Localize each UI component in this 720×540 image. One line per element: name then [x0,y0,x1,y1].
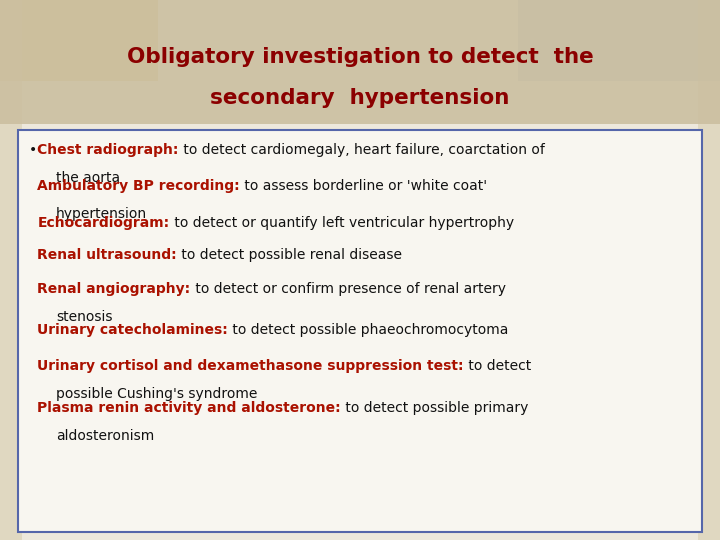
Text: to detect possible primary: to detect possible primary [341,401,528,415]
Text: hypertension: hypertension [56,207,148,221]
FancyBboxPatch shape [698,0,720,540]
Text: Renal angiography:: Renal angiography: [37,282,191,296]
Text: Renal ultrasound:: Renal ultrasound: [37,248,177,262]
Text: to detect or quantify left ventricular hypertrophy: to detect or quantify left ventricular h… [170,216,513,230]
Text: to detect or confirm presence of renal artery: to detect or confirm presence of renal a… [191,282,505,296]
Text: to detect cardiomegaly, heart failure, coarctation of: to detect cardiomegaly, heart failure, c… [179,143,545,157]
Text: Plasma renin activity and aldosterone:: Plasma renin activity and aldosterone: [37,401,341,415]
Text: Ambulatory BP recording:: Ambulatory BP recording: [37,179,240,193]
Text: Obligatory investigation to detect  the: Obligatory investigation to detect the [127,46,593,67]
FancyBboxPatch shape [18,130,702,532]
FancyBboxPatch shape [0,0,22,540]
Text: •: • [29,143,37,157]
Text: Urinary catecholamines:: Urinary catecholamines: [37,323,228,337]
FancyBboxPatch shape [0,0,720,124]
Text: Echocardiogram:: Echocardiogram: [37,216,170,230]
Text: to detect possible phaeochromocytoma: to detect possible phaeochromocytoma [228,323,508,337]
Text: Urinary cortisol and dexamethasone suppression test:: Urinary cortisol and dexamethasone suppr… [37,359,464,373]
Text: secondary  hypertension: secondary hypertension [210,88,510,109]
Text: possible Cushing's syndrome: possible Cushing's syndrome [56,387,258,401]
Text: Chest radiograph:: Chest radiograph: [37,143,179,157]
Text: the aorta: the aorta [56,171,120,185]
Text: to detect: to detect [464,359,531,373]
Text: aldosteronism: aldosteronism [56,429,154,443]
Text: to assess borderline or 'white coat': to assess borderline or 'white coat' [240,179,487,193]
FancyBboxPatch shape [518,0,720,81]
Text: stenosis: stenosis [56,310,112,324]
Text: to detect possible renal disease: to detect possible renal disease [177,248,402,262]
FancyBboxPatch shape [0,0,158,81]
